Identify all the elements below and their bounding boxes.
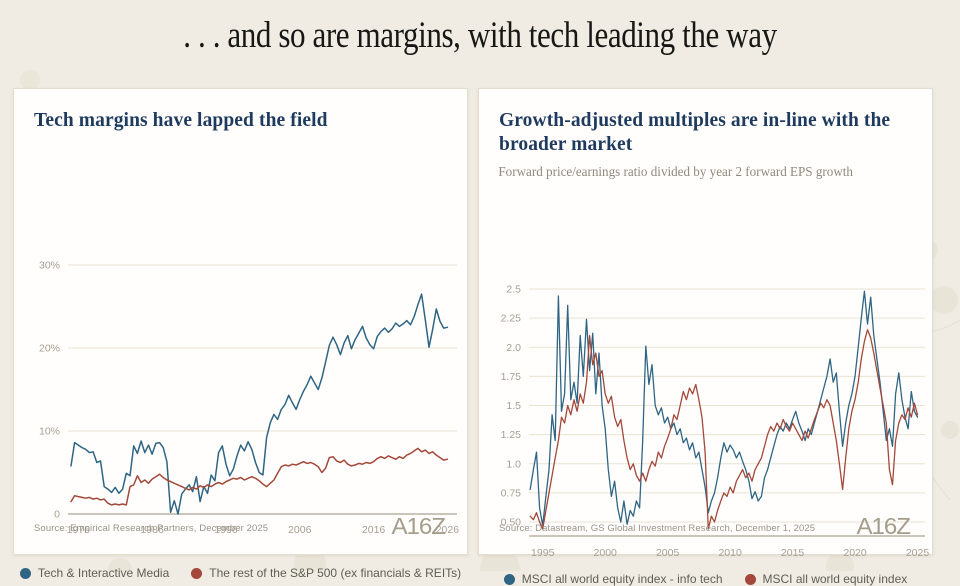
svg-text:0.50: 0.50 <box>501 517 522 529</box>
svg-text:30%: 30% <box>39 260 60 272</box>
svg-text:1986: 1986 <box>140 524 164 536</box>
logo-star-icon: ✦ <box>421 525 429 533</box>
msci-info-tech-series-dot-icon <box>503 573 515 585</box>
left-chart-legend: Tech & Interactive Media The rest of the… <box>14 566 467 580</box>
logo-six-digit: 6 <box>418 513 432 539</box>
logo-six-digit: 6 <box>883 513 897 539</box>
a16z-logo: A16 ✦ Z <box>856 513 911 540</box>
svg-text:2016: 2016 <box>362 524 386 536</box>
svg-text:10%: 10% <box>39 426 60 438</box>
logo-a1: A1 <box>856 513 885 539</box>
legend-label-rest-sp500: The rest of the S&P 500 (ex financials &… <box>209 566 462 580</box>
svg-text:2015: 2015 <box>781 547 805 559</box>
slide: . . . and so are margins, with tech lead… <box>13 15 960 586</box>
legend-item-tech: Tech & Interactive Media <box>19 566 170 580</box>
svg-text:2025: 2025 <box>906 547 930 559</box>
growth-adjusted-multiples-line-chart: 0.50 0.75 1.0 1.25 1.5 1.75 2.0 2.25 2.5 1995 2000… <box>501 284 930 560</box>
msci-world-series-dot-icon <box>744 573 756 585</box>
svg-text:1976: 1976 <box>67 524 91 536</box>
svg-text:2026: 2026 <box>436 524 460 536</box>
svg-text:2006: 2006 <box>288 524 312 536</box>
slide-title: . . . and so are margins, with tech lead… <box>183 15 777 56</box>
legend-label-msci-world: MSCI all world equity index <box>762 572 908 586</box>
legend-item-msci-world: MSCI all world equity index <box>744 572 908 586</box>
tech-series-dot-icon <box>19 567 31 579</box>
right-chart-subtitle: Forward price/earnings ratio divided by … <box>498 163 853 179</box>
legend-label-msci-info-tech: MSCI all world equity index - info tech <box>521 572 723 586</box>
logo-z: Z <box>896 513 911 539</box>
logo-six: 6 ✦ <box>883 513 897 540</box>
svg-text:2010: 2010 <box>718 547 742 559</box>
svg-text:0.75: 0.75 <box>501 487 522 499</box>
svg-text:20%: 20% <box>39 343 60 355</box>
svg-text:1996: 1996 <box>214 524 238 536</box>
svg-text:1.75: 1.75 <box>501 371 522 383</box>
legend-label-tech: Tech & Interactive Media <box>37 566 170 580</box>
svg-text:2000: 2000 <box>594 547 618 559</box>
rest-sp500-series-dot-icon <box>191 567 203 579</box>
logo-z: Z <box>431 513 446 539</box>
svg-text:0: 0 <box>54 509 60 521</box>
svg-text:1995: 1995 <box>531 547 555 559</box>
tech-margins-line-chart: 0 10% 20% 30% 1976 1986 1996 2006 2016 2026 <box>39 260 460 537</box>
legend-item-msci-info-tech: MSCI all world equity index - info tech <box>503 572 723 586</box>
svg-text:1.5: 1.5 <box>506 400 521 412</box>
svg-text:1.25: 1.25 <box>501 429 522 441</box>
svg-text:2.0: 2.0 <box>506 342 521 354</box>
a16z-logo: A16 ✦ Z <box>391 513 446 540</box>
logo-a1: A1 <box>391 513 420 539</box>
svg-text:2.25: 2.25 <box>501 313 522 325</box>
right-chart-card: Growth-adjusted multiples are in-line wi… <box>478 88 933 586</box>
svg-text:2020: 2020 <box>843 547 867 559</box>
left-chart-card: Tech margins have lapped the field 0 10% 2… <box>13 88 468 580</box>
right-chart-legend: MSCI all world equity index - info tech … <box>479 572 932 586</box>
legend-item-rest-sp500: The rest of the S&P 500 (ex financials &… <box>191 566 461 580</box>
left-chart-title: Tech margins have lapped the field <box>34 110 328 131</box>
right-source-note: Source: Datastream, GS Global Investment… <box>499 523 816 534</box>
left-source-note: Source: Empirical Research Partners, Dec… <box>34 523 269 534</box>
svg-text:2.5: 2.5 <box>506 284 521 296</box>
logo-six: 6 ✦ <box>418 513 432 540</box>
svg-text:2005: 2005 <box>656 547 680 559</box>
right-chart-title: Growth-adjusted multiples are in-line wi… <box>499 110 891 155</box>
svg-text:1.0: 1.0 <box>506 458 521 470</box>
logo-star-icon: ✦ <box>886 525 894 533</box>
